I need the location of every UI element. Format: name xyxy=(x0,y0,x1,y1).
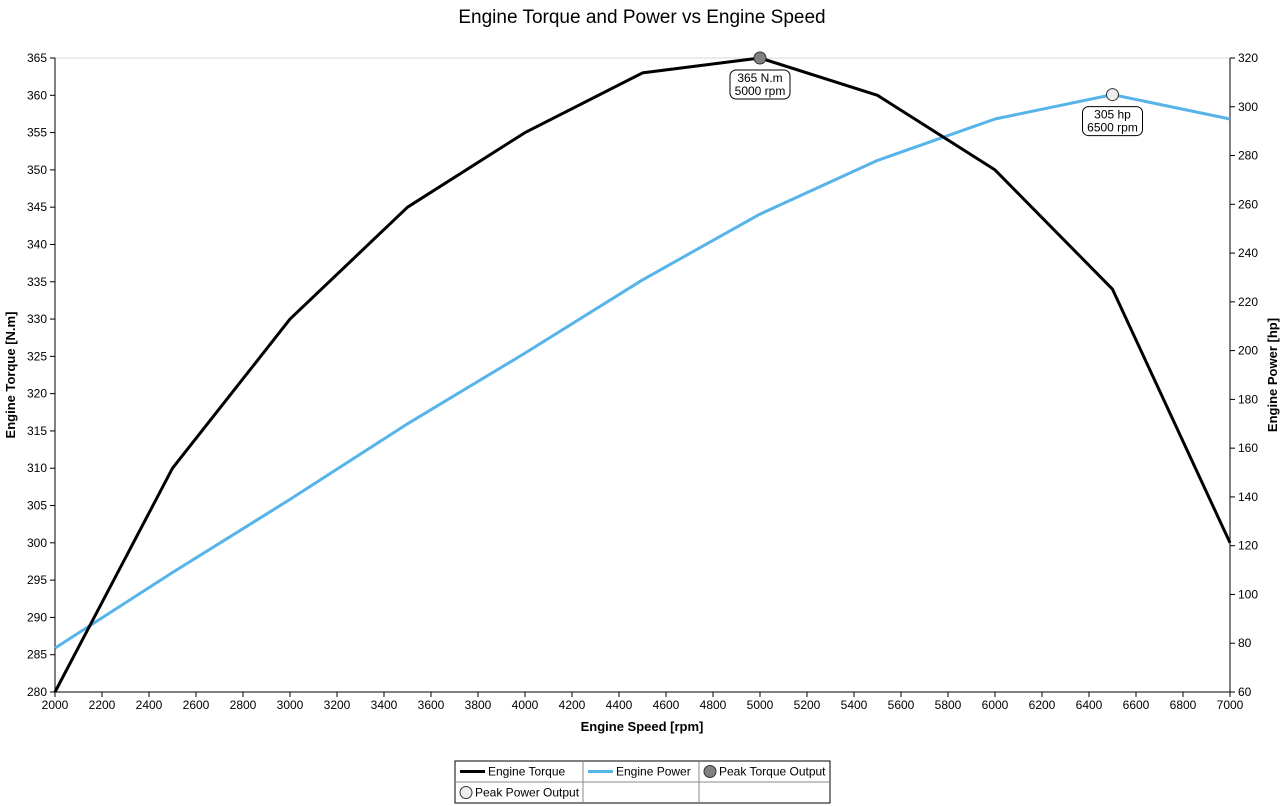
peak-power-output-callout-box xyxy=(1082,106,1143,137)
y-axis-title: Engine Torque [N.m] xyxy=(3,312,18,439)
peak-power-output-callout-value: 305 hp xyxy=(1094,108,1131,122)
x-tick-label: 6400 xyxy=(1076,698,1103,712)
y2-tick-label: 280 xyxy=(1238,149,1258,163)
x-tick-label: 6800 xyxy=(1170,698,1197,712)
peak-torque-output-callout-box xyxy=(729,69,791,100)
x-tick-label: 6000 xyxy=(982,698,1009,712)
x-tick-label: 3000 xyxy=(277,698,304,712)
legend-label-engine-power: Engine Power xyxy=(616,765,691,779)
x-tick-label: 5400 xyxy=(841,698,868,712)
x-tick-label: 2800 xyxy=(230,698,257,712)
chart-title: Engine Torque and Power vs Engine Speed xyxy=(458,7,825,28)
y-tick-label: 285 xyxy=(27,648,47,662)
y2-tick-label: 220 xyxy=(1238,295,1258,309)
y2-tick-label: 320 xyxy=(1238,51,1258,65)
y-tick-label: 315 xyxy=(27,424,47,438)
x-tick-label: 5000 xyxy=(747,698,774,712)
y-tick-label: 290 xyxy=(27,610,47,624)
engine-torque-line xyxy=(53,56,1232,693)
y-tick-label: 365 xyxy=(27,51,47,65)
y2-tick-label: 180 xyxy=(1238,392,1258,406)
x-tick-label: 2200 xyxy=(89,698,116,712)
x-tick-label: 3200 xyxy=(324,698,351,712)
y2-tick-label: 80 xyxy=(1238,636,1252,650)
legend-label-peak-power-output: Peak Power Output xyxy=(475,786,580,800)
y-tick-label: 325 xyxy=(27,349,47,363)
x-tick-label: 6600 xyxy=(1123,698,1150,712)
y-tick-label: 310 xyxy=(27,461,47,475)
x-axis-title: Engine Speed [rpm] xyxy=(581,719,704,734)
x-tick-label: 3800 xyxy=(465,698,492,712)
x-tick-label: 4200 xyxy=(559,698,586,712)
y-tick-label: 355 xyxy=(27,126,47,140)
plot-area: 2000 2200 2400 2600 2800 3000 3200 3400 3600 3800… xyxy=(27,51,1258,712)
legend-swatch-peak-torque-output xyxy=(703,765,717,778)
peak-torque-output-callout-rpm: 5000 rpm xyxy=(735,84,786,98)
x-tick-label: 4400 xyxy=(606,698,633,712)
x-tick-label: 4000 xyxy=(512,698,539,712)
peak-power-output-marker xyxy=(1106,88,1119,102)
legend-label-engine-torque: Engine Torque xyxy=(488,765,566,779)
peak-torque-output-callout-value: 365 N.m xyxy=(737,71,782,85)
x-tick-label: 3400 xyxy=(371,698,398,712)
x-tick-label: 6200 xyxy=(1029,698,1056,712)
y2-tick-label: 260 xyxy=(1238,197,1258,211)
y-tick-label: 350 xyxy=(27,163,47,177)
y-tick-label: 300 xyxy=(27,536,47,550)
x-tick-label: 4600 xyxy=(653,698,680,712)
y-tick-label: 295 xyxy=(27,573,47,587)
legend-label-peak-torque-output: Peak Torque Output xyxy=(719,765,826,779)
y2-tick-label: 120 xyxy=(1238,539,1258,553)
y2-tick-label: 300 xyxy=(1238,100,1258,114)
x-tick-label: 2400 xyxy=(136,698,163,712)
y-tick-label: 320 xyxy=(27,387,47,401)
y-tick-label: 330 xyxy=(27,312,47,326)
y2-tick-label: 160 xyxy=(1238,441,1258,455)
y-tick-label: 340 xyxy=(27,237,47,251)
x-tick-label: 2000 xyxy=(42,698,69,712)
y2-tick-label: 60 xyxy=(1238,685,1252,699)
x-tick-label: 3600 xyxy=(418,698,445,712)
y2-tick-label: 200 xyxy=(1238,344,1258,358)
x-tick-label: 7000 xyxy=(1217,698,1244,712)
y2-tick-label: 240 xyxy=(1238,246,1258,260)
peak-torque-output-marker xyxy=(753,51,767,65)
y-tick-label: 335 xyxy=(27,275,47,289)
peak-power-output-callout-rpm: 6500 rpm xyxy=(1087,121,1138,135)
legend-swatch-peak-power-output xyxy=(459,786,473,799)
y-tick-label: 305 xyxy=(27,499,47,513)
y2-axis-title: Engine Power [hp] xyxy=(1265,318,1280,432)
y-tick-label: 280 xyxy=(27,685,47,699)
y2-tick-label: 100 xyxy=(1238,587,1258,601)
x-tick-label: 2600 xyxy=(183,698,210,712)
x-tick-label: 4800 xyxy=(700,698,727,712)
x-tick-label: 5200 xyxy=(794,698,821,712)
x-tick-label: 5800 xyxy=(935,698,962,712)
legend: Engine Torque Engine Power Peak Torque Out… xyxy=(454,760,831,804)
y-tick-label: 360 xyxy=(27,88,47,102)
y-tick-label: 345 xyxy=(27,200,47,214)
x-tick-label: 5600 xyxy=(888,698,915,712)
y2-tick-label: 140 xyxy=(1238,490,1258,504)
engine-power-line xyxy=(54,93,1231,650)
